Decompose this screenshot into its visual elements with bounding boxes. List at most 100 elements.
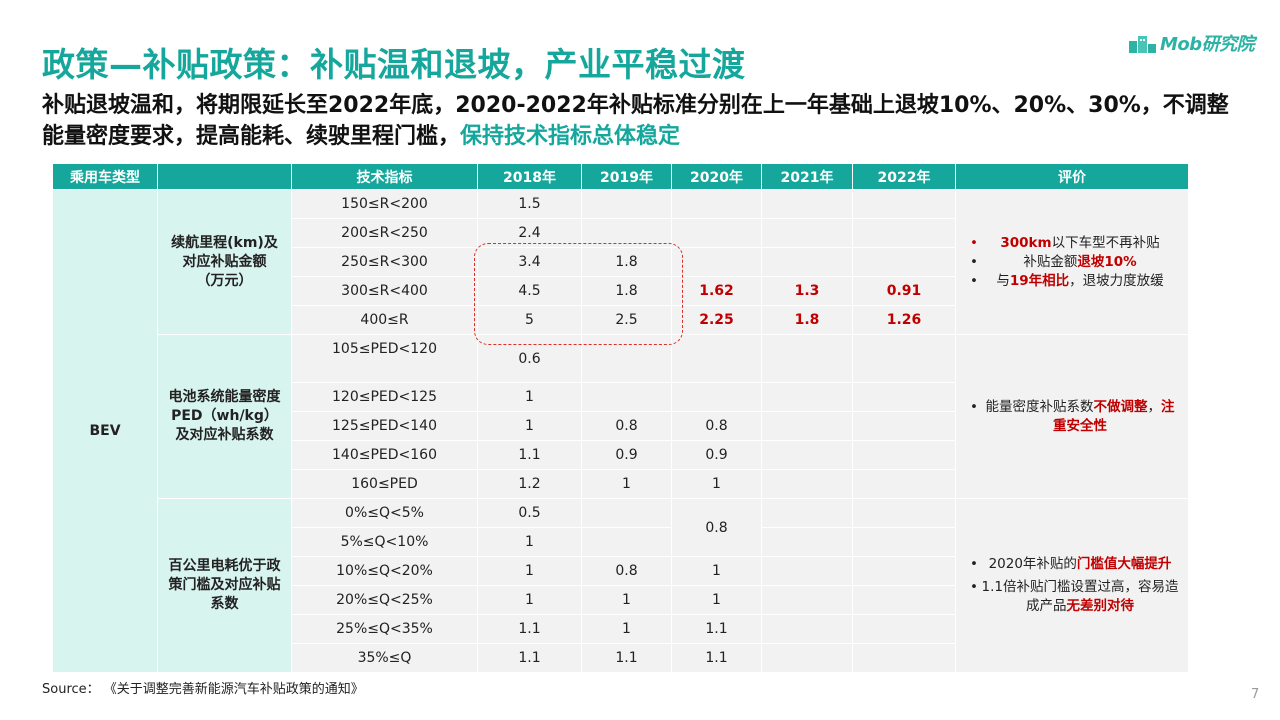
table-cell — [761, 440, 853, 470]
table-cell — [761, 585, 853, 615]
table-cell — [852, 556, 956, 586]
table-cell — [852, 440, 956, 470]
table-cell: 0.5 — [477, 498, 582, 528]
table-cell — [671, 218, 762, 248]
table-cell: 25%≤Q<35% — [291, 614, 478, 644]
header-2020: 2020年 — [671, 163, 762, 190]
table-cell: 1.3 — [761, 276, 853, 306]
table-cell: 1 — [477, 585, 582, 615]
table-cell: 1.1 — [581, 643, 672, 673]
table-cell: 1.8 — [581, 247, 672, 277]
consumption-evaluation: 2020年补贴的门槛值大幅提升 1.1倍补贴门槛设置过高，容易造成产品无差别对待 — [955, 498, 1189, 673]
table-cell: 1 — [477, 411, 582, 441]
table-cell: 1.62 — [671, 276, 762, 306]
table-cell: 0.91 — [852, 276, 956, 306]
subtitle-highlight: 保持技术指标总体稳定 — [460, 124, 681, 149]
table-cell — [671, 334, 762, 383]
eval-item: 1.1倍补贴门槛设置过高，容易造成产品无差别对待 — [966, 578, 1180, 616]
consumption-group-name: 百公里电耗优于政策门槛及对应补贴系数 — [157, 498, 292, 673]
table-cell: 1 — [581, 614, 672, 644]
table-cell — [581, 382, 672, 412]
table-cell — [852, 527, 956, 557]
table-cell — [581, 189, 672, 219]
table-cell: 0.8 — [671, 498, 762, 557]
table-cell: 5%≤Q<10% — [291, 527, 478, 557]
table-cell — [581, 498, 672, 528]
table-cell — [671, 189, 762, 219]
table-row: 电池系统能量密度PED（wh/kg）及对应补贴系数 105≤PED<120 0.… — [53, 334, 1189, 499]
table-row: 5%≤Q<10% 1 — [53, 527, 1189, 557]
table-cell: 10%≤Q<20% — [291, 556, 478, 586]
table-cell: 1.8 — [761, 305, 853, 335]
table-cell: 160≤PED — [291, 469, 478, 499]
subsidy-table: 乘用车类型 技术指标 2018年 2019年 2020年 2021年 2022年… — [52, 163, 1189, 673]
table-cell — [671, 382, 762, 412]
table-cell: 150≤R<200 — [291, 189, 478, 219]
table-cell — [761, 556, 853, 586]
table-cell: 35%≤Q — [291, 643, 478, 673]
table-cell: 1.1 — [477, 440, 582, 470]
table-cell — [761, 527, 853, 557]
table-cell — [852, 614, 956, 644]
table-cell: 120≤PED<125 — [291, 382, 478, 412]
table-cell — [761, 643, 853, 673]
table-cell: 1.1 — [477, 614, 582, 644]
table-cell: 1 — [671, 585, 762, 615]
table-row: 140≤PED<160 1.1 0.9 0.9 — [53, 440, 1189, 470]
header-indicator: 技术指标 — [291, 163, 478, 190]
subtitle-text: 补贴退坡温和，将期限延长至2022年底，2020-2022年补贴标准分别在上一年… — [42, 93, 1229, 149]
table-cell — [852, 247, 956, 277]
table-cell: 0.9 — [581, 440, 672, 470]
table-cell: 1 — [477, 527, 582, 557]
table-row: BEV 续航里程(km)及对应补贴金额（万元） 150≤R<200 1.5 30… — [52, 189, 1189, 673]
table-cell: 1 — [477, 556, 582, 586]
table-cell: 1.1 — [477, 643, 582, 673]
table-cell: 20%≤Q<25% — [291, 585, 478, 615]
table-cell: 4.5 — [477, 276, 582, 306]
table-row: 20%≤Q<25% 1 1 1 — [53, 585, 1189, 615]
subtitle: 补贴退坡温和，将期限延长至2022年底，2020-2022年补贴标准分别在上一年… — [42, 90, 1242, 152]
table-cell: 200≤R<250 — [291, 218, 478, 248]
table-row: 250≤R<300 3.4 1.8 — [53, 247, 1189, 277]
table-cell: 105≤PED<120 — [291, 334, 478, 383]
logo-text: Mob研究院 — [1160, 34, 1255, 55]
page-number: 7 — [1251, 687, 1260, 702]
table-row: 200≤R<250 2.4 — [53, 218, 1189, 248]
table-cell — [852, 643, 956, 673]
source-note: Source： 《关于调整完善新能源汽车补贴政策的通知》 — [42, 682, 364, 697]
table-cell: 0%≤Q<5% — [291, 498, 478, 528]
density-evaluation: 能量密度补贴系数不做调整，注重安全性 — [955, 334, 1189, 499]
table-row: 35%≤Q 1.1 1.1 1.1 — [53, 643, 1189, 673]
header-2018: 2018年 — [477, 163, 582, 190]
buildings-icon — [1129, 36, 1156, 53]
table-cell: 1.5 — [477, 189, 582, 219]
table-row: 25%≤Q<35% 1.1 1 1.1 — [53, 614, 1189, 644]
table-cell: 0.8 — [671, 411, 762, 441]
table-cell: 400≤R — [291, 305, 478, 335]
table-cell: 0.9 — [671, 440, 762, 470]
table-cell — [761, 247, 853, 277]
table-row: 125≤PED<140 1 0.8 0.8 — [53, 411, 1189, 441]
table-cell: 2.5 — [581, 305, 672, 335]
table-cell — [852, 411, 956, 441]
table-cell: 1 — [671, 556, 762, 586]
table-cell — [761, 382, 853, 412]
table-cell — [761, 189, 853, 219]
eval-item: 能量密度补贴系数不做调整，注重安全性 — [966, 398, 1180, 436]
table-row: 120≤PED<125 1 — [53, 382, 1189, 412]
table-cell — [852, 469, 956, 499]
table-cell: 1.1 — [671, 643, 762, 673]
table-row: 300≤R<400 4.5 1.8 1.62 1.3 0.91 — [53, 276, 1189, 306]
header-vehicle-type: 乘用车类型 — [52, 163, 158, 190]
table-cell: 1 — [581, 469, 672, 499]
table-cell: 1 — [477, 382, 582, 412]
table-cell — [852, 498, 956, 528]
table-cell — [761, 614, 853, 644]
table-cell — [852, 585, 956, 615]
table-row: 160≤PED 1.2 1 1 — [53, 469, 1189, 499]
header-category — [157, 163, 292, 190]
vehicle-type-cell: BEV — [52, 189, 158, 673]
table-cell: 3.4 — [477, 247, 582, 277]
eval-item: 300km以下车型不再补贴 — [966, 234, 1180, 253]
table-cell — [852, 334, 956, 383]
